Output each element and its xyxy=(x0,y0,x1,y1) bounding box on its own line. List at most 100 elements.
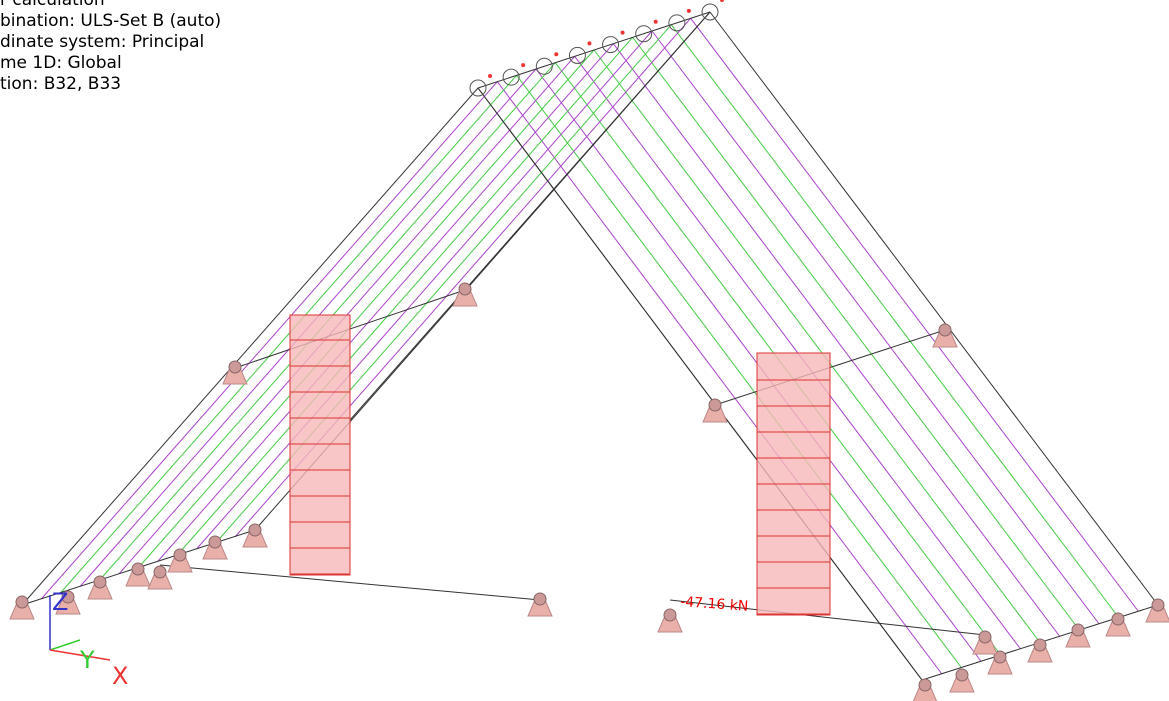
member xyxy=(651,30,1100,625)
support xyxy=(1145,598,1169,623)
support xyxy=(55,590,81,615)
axis-y-label: Y xyxy=(79,646,95,674)
info-line: me 1D: Global xyxy=(0,53,122,73)
axis-y xyxy=(49,639,81,651)
support xyxy=(657,608,683,633)
support-hinge xyxy=(153,565,167,579)
axis-x xyxy=(49,649,111,661)
axis-x-label: X xyxy=(112,662,128,690)
support-hinge xyxy=(533,592,547,606)
support-base xyxy=(1105,621,1131,637)
support-base xyxy=(972,639,998,655)
support xyxy=(1065,623,1091,648)
support-base xyxy=(147,574,173,590)
support-hinge xyxy=(708,398,722,412)
support-hinge xyxy=(173,548,187,562)
member xyxy=(593,49,1041,643)
info-line: bination: ULS-Set B (auto) xyxy=(0,11,222,31)
member xyxy=(176,37,634,556)
info-line: dinate system: Principal xyxy=(0,32,205,52)
support-base xyxy=(987,659,1013,675)
node xyxy=(620,30,625,35)
force-diagram xyxy=(289,314,351,576)
support-base xyxy=(1065,632,1091,648)
member xyxy=(159,564,541,601)
support-hinge xyxy=(15,595,29,609)
support-base xyxy=(125,571,151,587)
member xyxy=(41,81,498,600)
support-hinge xyxy=(663,608,677,622)
member xyxy=(669,599,986,636)
support xyxy=(87,575,113,600)
node xyxy=(502,68,520,86)
support-base xyxy=(167,557,193,573)
support-hinge xyxy=(955,668,969,682)
support xyxy=(452,282,478,307)
support-base xyxy=(55,599,81,615)
info-panel: r calculation bination: ULS-Set B (auto)… xyxy=(0,0,221,95)
member xyxy=(157,43,614,562)
node xyxy=(521,63,526,68)
support-hinge xyxy=(228,360,242,374)
member xyxy=(21,87,479,606)
node xyxy=(653,19,658,24)
member xyxy=(612,43,1061,637)
support-hinge xyxy=(938,323,952,337)
member xyxy=(670,24,1120,618)
support-hinge xyxy=(1071,623,1085,637)
members xyxy=(21,0,1159,681)
supports xyxy=(9,282,1169,701)
info-line: tion: B32, B33 xyxy=(0,74,122,94)
support-hinge xyxy=(131,562,145,576)
support-base xyxy=(932,332,958,348)
member xyxy=(690,18,1139,612)
member xyxy=(477,11,711,89)
support-hinge xyxy=(93,575,107,589)
support-base xyxy=(702,407,728,423)
support-base xyxy=(657,617,683,633)
node xyxy=(554,52,559,57)
member xyxy=(349,11,711,421)
support-base xyxy=(949,677,975,693)
support xyxy=(972,630,998,655)
support-hinge xyxy=(248,523,262,537)
diagram-left xyxy=(289,314,351,576)
support-hinge xyxy=(1151,598,1165,612)
node xyxy=(602,36,620,54)
node xyxy=(635,25,653,43)
support-hinge xyxy=(208,535,222,549)
support xyxy=(147,565,173,590)
support-base xyxy=(222,369,248,385)
info-line: r calculation xyxy=(0,0,105,10)
support xyxy=(527,592,553,617)
support xyxy=(222,360,248,385)
support-base xyxy=(1145,607,1169,623)
support-base xyxy=(912,687,938,701)
support-hinge xyxy=(1111,612,1125,626)
support-hinge xyxy=(918,678,932,692)
support-base xyxy=(527,601,553,617)
support xyxy=(702,398,728,423)
support xyxy=(1027,638,1053,663)
result-label: -47.16 kN xyxy=(680,594,749,615)
member xyxy=(477,87,923,681)
support-hinge xyxy=(978,630,992,644)
support-base xyxy=(9,604,35,620)
member xyxy=(632,37,1080,631)
support-hinge xyxy=(61,590,75,604)
support-hinge xyxy=(458,282,472,296)
node xyxy=(535,57,553,75)
diagram-hatch xyxy=(290,339,830,615)
member xyxy=(496,81,943,675)
support xyxy=(202,535,228,560)
support xyxy=(125,562,151,587)
node xyxy=(488,74,492,78)
member xyxy=(215,24,672,543)
support xyxy=(167,548,193,573)
support xyxy=(949,668,975,693)
support-hinge xyxy=(1033,638,1047,652)
node xyxy=(686,8,691,13)
support xyxy=(912,678,938,701)
support xyxy=(9,595,35,620)
